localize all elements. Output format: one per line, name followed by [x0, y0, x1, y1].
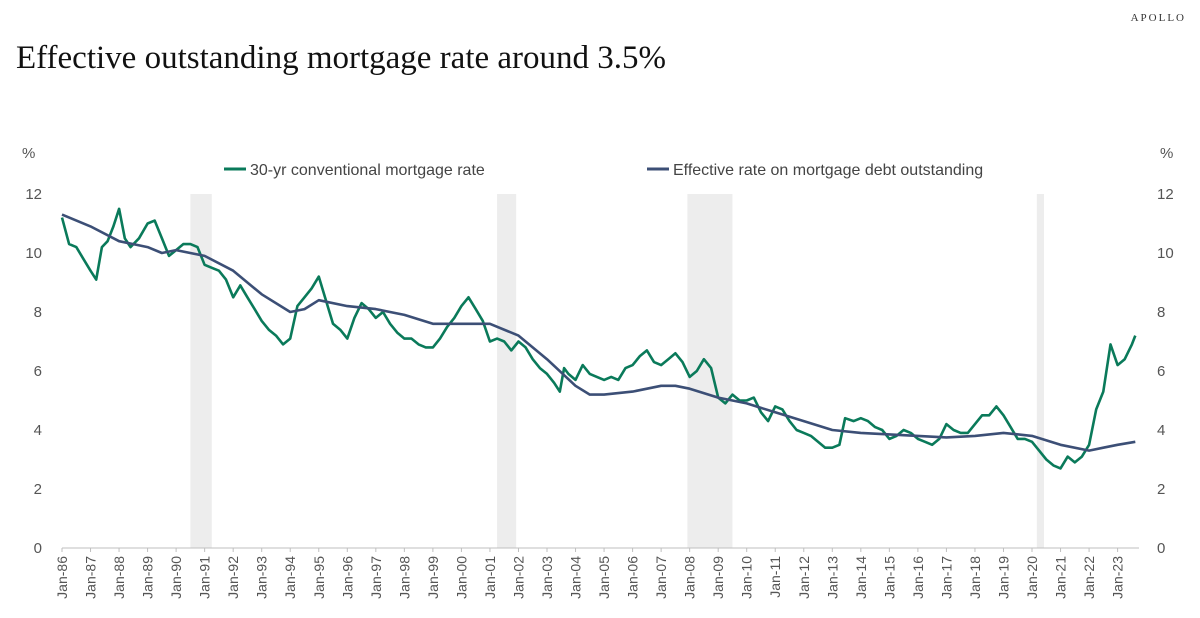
y-tick-left-6: 6: [34, 363, 42, 380]
x-tick-label-10: Jan-96: [339, 556, 355, 599]
series-line-effective-rate: [61, 213, 1136, 452]
x-tick-label-24: Jan-10: [739, 556, 755, 599]
x-tick-label-9: Jan-95: [311, 556, 327, 599]
x-tick-label-6: Jan-92: [225, 556, 241, 599]
y-tick-right-2: 2: [1157, 481, 1165, 498]
x-tick-label-16: Jan-02: [510, 556, 526, 599]
y-tick-right-12: 12: [1157, 186, 1174, 203]
x-tick-label-0: Jan-86: [54, 556, 70, 599]
x-tick-label-17: Jan-03: [539, 556, 555, 599]
x-tick-label-29: Jan-15: [881, 556, 897, 599]
recession-band-2: [687, 194, 733, 548]
x-tick-label-21: Jan-07: [653, 556, 669, 599]
x-tick-label-1: Jan-87: [83, 556, 99, 599]
x-tick-label-20: Jan-06: [625, 556, 641, 599]
x-tick-label-25: Jan-11: [767, 556, 783, 598]
y-label-right: %: [1160, 145, 1173, 162]
x-tick-label-32: Jan-18: [967, 556, 983, 599]
y-label-left: %: [22, 145, 35, 162]
x-tick-label-12: Jan-98: [396, 556, 412, 599]
x-tick-label-35: Jan-21: [1053, 556, 1069, 599]
x-tick-label-36: Jan-22: [1081, 556, 1097, 599]
x-tick-label-2: Jan-88: [111, 556, 127, 599]
y-tick-left-8: 8: [34, 304, 42, 321]
series-line-mortgage-rate: [60, 207, 1137, 470]
x-tick-label-7: Jan-93: [254, 556, 270, 599]
recession-band-3: [1036, 194, 1044, 548]
chart-title: Effective outstanding mortgage rate arou…: [16, 40, 667, 76]
y-tick-right-0: 0: [1157, 540, 1165, 557]
recession-bands: [190, 194, 1044, 548]
y-tick-left-4: 4: [34, 422, 42, 439]
y-tick-left-12: 12: [25, 186, 42, 203]
y-tick-right-8: 8: [1157, 304, 1165, 321]
x-tick-label-3: Jan-89: [140, 556, 156, 599]
recession-band-1: [497, 194, 517, 548]
x-tick-label-13: Jan-99: [425, 556, 441, 599]
x-tick-label-30: Jan-16: [910, 556, 926, 599]
x-tick-label-37: Jan-23: [1110, 556, 1126, 599]
x-tick-label-18: Jan-04: [568, 556, 584, 599]
y-ticks: 0 0 2 2 4 4 6 6 8 8 10 10 12 12: [25, 186, 1173, 557]
y-tick-left-0: 0: [34, 540, 42, 557]
y-tick-left-2: 2: [34, 481, 42, 498]
x-tick-label-23: Jan-09: [710, 556, 726, 599]
y-tick-right-6: 6: [1157, 363, 1165, 380]
x-tick-label-26: Jan-12: [796, 556, 812, 599]
x-tick-label-34: Jan-20: [1024, 556, 1040, 599]
y-tick-left-10: 10: [25, 245, 42, 262]
x-tick-label-4: Jan-90: [168, 556, 184, 599]
brand-logo: APOLLO: [1130, 12, 1186, 24]
y-tick-right-4: 4: [1157, 422, 1165, 439]
x-tick-label-19: Jan-05: [596, 556, 612, 599]
x-tick-label-15: Jan-01: [482, 556, 498, 599]
recession-band-0: [190, 194, 212, 548]
x-tick-label-22: Jan-08: [682, 556, 698, 599]
series-lines: [60, 207, 1137, 470]
x-tick-label-8: Jan-94: [282, 556, 298, 599]
legend-label-effective-rate: Effective rate on mortgage debt outstand…: [673, 162, 983, 179]
legend-label-mortgage-rate: 30-yr conventional mortgage rate: [250, 162, 485, 179]
x-ticks: Jan-86 Jan-87 Jan-88 Jan-89 Jan-90 Jan-91 Jan-…: [54, 548, 1126, 599]
x-tick-label-28: Jan-14: [853, 556, 869, 599]
axes: % %: [22, 145, 1173, 549]
x-tick-label-14: Jan-00: [453, 556, 469, 599]
x-tick-label-31: Jan-17: [938, 556, 954, 599]
x-tick-label-27: Jan-13: [824, 556, 840, 599]
y-tick-right-10: 10: [1157, 245, 1174, 262]
x-tick-label-5: Jan-91: [197, 556, 213, 599]
x-tick-label-33: Jan-19: [995, 556, 1011, 599]
legend: 30-yr conventional mortgage rate Effecti…: [224, 162, 983, 179]
x-tick-label-11: Jan-97: [368, 556, 384, 599]
